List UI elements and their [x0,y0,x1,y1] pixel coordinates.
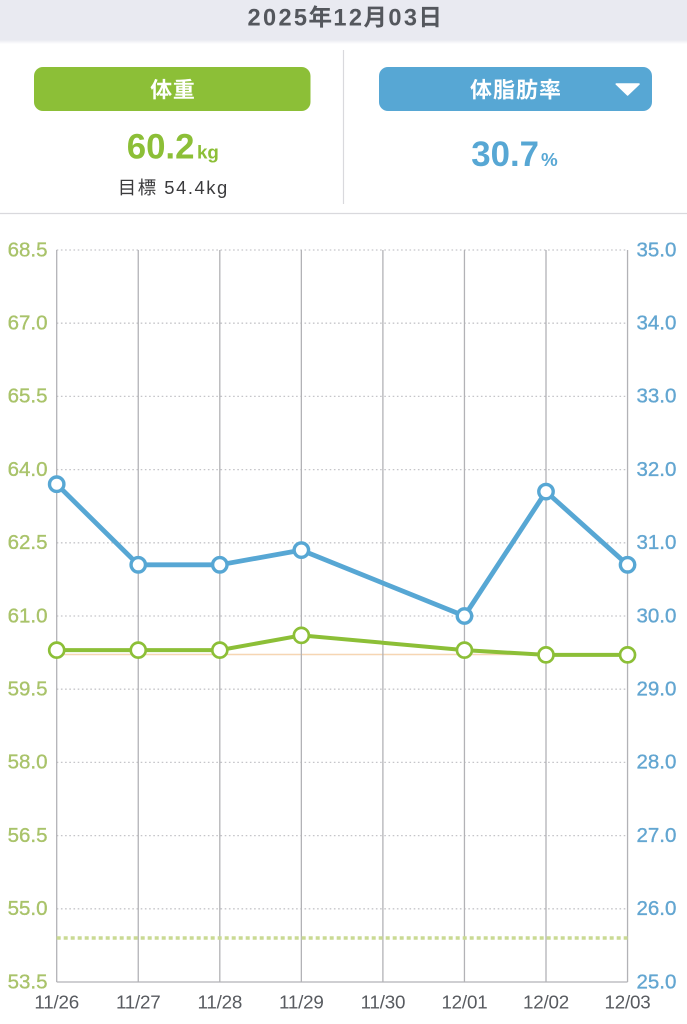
svg-text:35.0: 35.0 [637,238,677,261]
svg-text:27.0: 27.0 [637,824,677,847]
svg-text:28.0: 28.0 [637,751,677,774]
svg-text:4: 4 [176,177,186,198]
svg-text:6: 6 [127,128,146,167]
svg-text:2: 2 [175,128,194,167]
svg-text:67.0: 67.0 [8,312,48,335]
svg-text:2: 2 [248,6,261,32]
svg-text:26.0: 26.0 [637,897,677,920]
svg-text:62.5: 62.5 [8,531,48,554]
svg-text:1: 1 [333,6,346,32]
svg-text:53.5: 53.5 [8,970,48,993]
svg-text:61.0: 61.0 [8,604,48,627]
svg-text:31.0: 31.0 [637,531,677,554]
svg-text:11/29: 11/29 [279,992,324,1013]
svg-text:%: % [541,149,558,170]
svg-text:33.0: 33.0 [637,385,677,408]
svg-text:34.0: 34.0 [637,312,677,335]
svg-text:65.5: 65.5 [8,385,48,408]
svg-text:11/27: 11/27 [116,992,161,1013]
svg-text:12/01: 12/01 [441,992,487,1013]
svg-text:12/03: 12/03 [605,992,651,1013]
svg-text:3: 3 [471,135,490,174]
svg-text:4: 4 [194,177,204,198]
svg-text:11/26: 11/26 [34,992,79,1013]
svg-text:55.0: 55.0 [8,897,48,920]
svg-text:12/02: 12/02 [523,992,569,1013]
svg-text:29.0: 29.0 [637,678,677,701]
svg-text:0: 0 [263,6,276,32]
svg-text:68.5: 68.5 [8,238,48,261]
svg-text:5: 5 [164,177,174,198]
svg-text:k: k [197,142,208,163]
svg-text:25.0: 25.0 [637,970,677,993]
svg-text:k: k [206,177,216,198]
svg-text:0: 0 [146,128,165,167]
svg-text:.: . [510,135,520,174]
svg-text:.: . [188,177,193,198]
svg-text:59.5: 59.5 [8,678,48,701]
svg-text:0: 0 [491,135,510,174]
svg-text:11/28: 11/28 [197,992,242,1013]
svg-text:30.0: 30.0 [637,604,677,627]
svg-text:.: . [165,128,175,167]
svg-text:7: 7 [520,135,539,174]
svg-text:56.5: 56.5 [8,824,48,847]
svg-text:g: g [217,177,227,198]
svg-text:2: 2 [278,6,291,32]
svg-text:64.0: 64.0 [8,458,48,481]
svg-text:11/30: 11/30 [361,992,406,1013]
svg-text:3: 3 [404,6,417,32]
svg-text:0: 0 [388,6,401,32]
svg-text:2: 2 [349,6,362,32]
svg-text:32.0: 32.0 [637,458,677,481]
svg-text:58.0: 58.0 [8,751,48,774]
svg-text:5: 5 [294,6,307,32]
svg-text:g: g [207,142,218,163]
